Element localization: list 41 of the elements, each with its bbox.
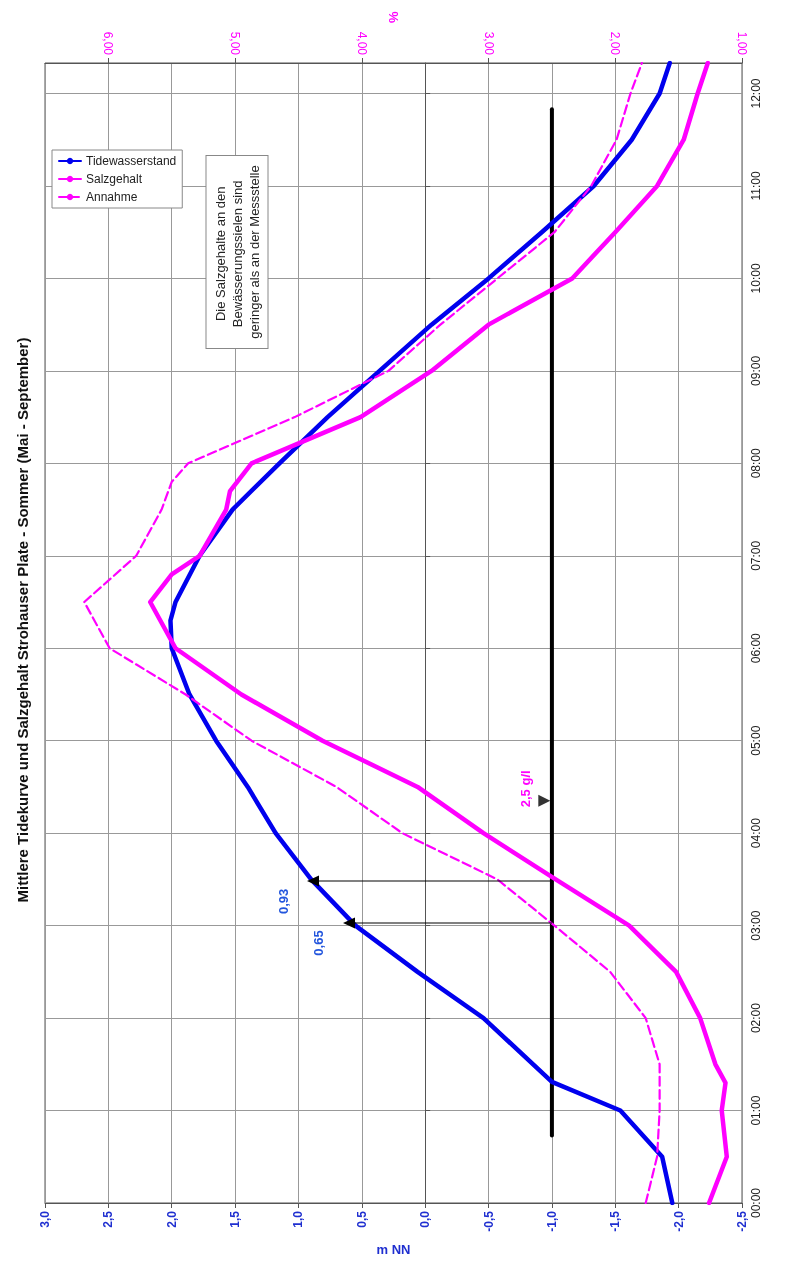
y-tick-label: 05:00 xyxy=(749,725,763,756)
x2-tick-label: 6,00 xyxy=(101,31,116,56)
x-tick-label: -2,5 xyxy=(735,1210,749,1232)
legend-label: Annahme xyxy=(86,190,138,204)
x-tick-label: 1,5 xyxy=(228,1210,243,1228)
annotation: 0,93 xyxy=(275,888,291,915)
x-tick-label: -2,0 xyxy=(671,1210,686,1232)
x2-tick-label: 4,00 xyxy=(354,31,369,56)
annotation: 0,65 xyxy=(311,930,327,956)
y-tick-label: 06:00 xyxy=(749,632,763,664)
x-tick-label: -1,0 xyxy=(544,1210,559,1232)
x-tick-label: 0,5 xyxy=(354,1210,369,1228)
y-tick-label: 09:00 xyxy=(749,355,763,386)
legend-label: Salzgehalt xyxy=(86,172,143,186)
x-tick-label: 3,0 xyxy=(38,1210,52,1228)
y-tick-label: 04:00 xyxy=(749,817,763,849)
x2-tick-label: 5,00 xyxy=(228,31,243,56)
annotation: 2,5 g/l xyxy=(518,770,534,808)
x-axis-title: m NN xyxy=(376,1242,411,1257)
y-tick-label: 01:00 xyxy=(749,1095,763,1126)
x-tick-label: 2,0 xyxy=(164,1210,179,1228)
text: Mittlere Tidekurve und Salzgehalt Strohauser Plate - Sommer (Mai - September) xyxy=(13,337,31,903)
x2-tick-label: 1,00 xyxy=(735,31,749,56)
legend-label: Tidewasserstand xyxy=(86,154,177,168)
x2-tick-label: 2,00 xyxy=(608,31,623,56)
x-tick-label: -1,5 xyxy=(608,1210,623,1232)
x-tick-label: 0,0 xyxy=(418,1210,433,1228)
y-tick-label: 03:00 xyxy=(749,910,763,941)
annotation: Die Salzgehalte an den Bewässerungssielen sind geringer als an der Messstelle xyxy=(212,165,262,339)
x-tick-label: -0,5 xyxy=(481,1210,496,1232)
y-tick-label: 10:00 xyxy=(749,263,763,294)
y-tick-label: 08:00 xyxy=(749,448,763,479)
y-tick-label: 00:00 xyxy=(749,1187,763,1219)
x2-tick-label: 3,00 xyxy=(481,31,496,56)
y-tick-label: 07:00 xyxy=(749,540,763,571)
y-tick-label: 12:00 xyxy=(749,78,763,109)
y-tick-label: 11:00 xyxy=(749,171,763,201)
x2-axis-title: % xyxy=(386,11,401,23)
x-tick-label: 2,5 xyxy=(101,1210,116,1228)
x-tick-label: 1,0 xyxy=(291,1210,306,1228)
y-tick-label: 02:00 xyxy=(749,1002,763,1034)
